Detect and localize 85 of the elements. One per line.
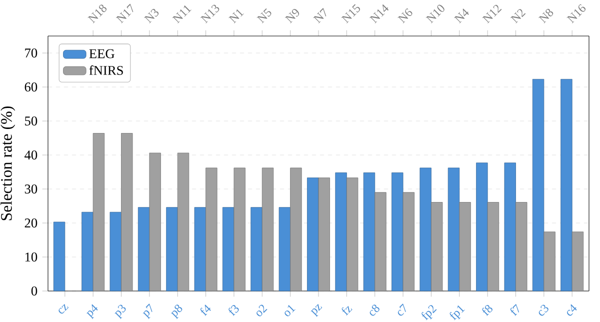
bar bbox=[420, 168, 432, 292]
text: N10 bbox=[426, 4, 444, 24]
y-tick-label: 30 bbox=[24, 184, 38, 194]
y-tick-label: 40 bbox=[24, 150, 38, 160]
x-tick-label: c7 bbox=[398, 304, 406, 316]
bar bbox=[374, 192, 386, 292]
x-tick-label: c4 bbox=[567, 304, 577, 316]
bar bbox=[346, 178, 358, 292]
bar bbox=[194, 207, 206, 292]
text: N4 bbox=[454, 8, 469, 24]
bar bbox=[138, 207, 150, 292]
x-tick-label: p8 bbox=[171, 304, 182, 320]
bar bbox=[318, 178, 330, 292]
bar bbox=[53, 222, 66, 292]
bar bbox=[250, 207, 262, 292]
bar bbox=[392, 172, 404, 292]
bar bbox=[459, 202, 471, 292]
bar bbox=[290, 168, 302, 292]
legend-label: fNIRS bbox=[89, 65, 123, 75]
x-tick-label: f7 bbox=[510, 304, 519, 316]
x-tick-label: fp1 bbox=[450, 305, 465, 320]
y-tick-label: 70 bbox=[25, 48, 38, 58]
x-tick-label: p7 bbox=[142, 304, 152, 320]
bar bbox=[166, 207, 178, 292]
bar bbox=[149, 152, 161, 292]
text: N9 bbox=[284, 9, 300, 24]
x-tick-label: cz bbox=[58, 304, 69, 314]
x-tick-label: p3 bbox=[114, 304, 126, 320]
bar bbox=[487, 202, 500, 292]
text: N8 bbox=[538, 8, 554, 24]
text: N5 bbox=[256, 8, 272, 24]
text: N13 bbox=[200, 4, 220, 24]
bar bbox=[532, 78, 544, 292]
x-tick-label: pz bbox=[310, 304, 322, 318]
bar bbox=[363, 172, 376, 292]
y-tick-label: 50 bbox=[25, 116, 38, 126]
y-tick-label: 20 bbox=[24, 218, 38, 228]
x-tick-label: fp2 bbox=[422, 305, 437, 320]
bar bbox=[476, 162, 488, 292]
bar bbox=[560, 78, 572, 292]
text: N16 bbox=[566, 4, 586, 24]
text: N6 bbox=[398, 8, 412, 24]
text: N15 bbox=[341, 4, 360, 24]
y-tick-label: 0 bbox=[31, 286, 38, 296]
y-axis-title: Selection rate (%) bbox=[0, 106, 16, 220]
y-tick-label: 10 bbox=[25, 252, 38, 262]
bar bbox=[222, 207, 234, 292]
x-tick-label: f8 bbox=[482, 304, 492, 316]
x-tick-label: f3 bbox=[228, 305, 239, 316]
bar bbox=[234, 168, 246, 292]
bar bbox=[110, 212, 122, 292]
x-tick-label: c3 bbox=[538, 304, 548, 316]
bar bbox=[92, 133, 105, 292]
bar bbox=[402, 192, 414, 292]
bar bbox=[544, 232, 556, 292]
bar bbox=[516, 202, 528, 292]
x-tick-label: c8 bbox=[370, 304, 380, 316]
x-tick-label: f4 bbox=[200, 304, 211, 316]
text: N7 bbox=[313, 8, 326, 24]
text: N14 bbox=[370, 4, 389, 24]
text: N1 bbox=[228, 9, 244, 24]
bar bbox=[177, 152, 190, 292]
bar bbox=[448, 168, 460, 292]
x-tick-label: p4 bbox=[86, 304, 98, 320]
bar bbox=[504, 162, 516, 292]
text: N17 bbox=[116, 4, 134, 24]
text: N11 bbox=[172, 5, 192, 24]
text: N18 bbox=[88, 4, 107, 24]
bar bbox=[206, 168, 218, 292]
bar bbox=[121, 133, 133, 292]
bar bbox=[262, 168, 274, 292]
legend-label: EEG bbox=[89, 49, 114, 58]
bar bbox=[278, 207, 291, 292]
bar bbox=[431, 202, 443, 292]
y-tick-label: 60 bbox=[24, 82, 38, 92]
x-tick-label: o1 bbox=[284, 305, 296, 316]
bar bbox=[307, 178, 319, 292]
bar bbox=[572, 232, 584, 292]
text: N12 bbox=[482, 4, 502, 24]
x-tick-label: fz bbox=[342, 306, 352, 316]
x-tick-label: o2 bbox=[256, 304, 268, 316]
bar bbox=[82, 212, 94, 292]
bar bbox=[335, 172, 347, 292]
text: N2 bbox=[510, 9, 526, 24]
text: N3 bbox=[144, 8, 159, 24]
